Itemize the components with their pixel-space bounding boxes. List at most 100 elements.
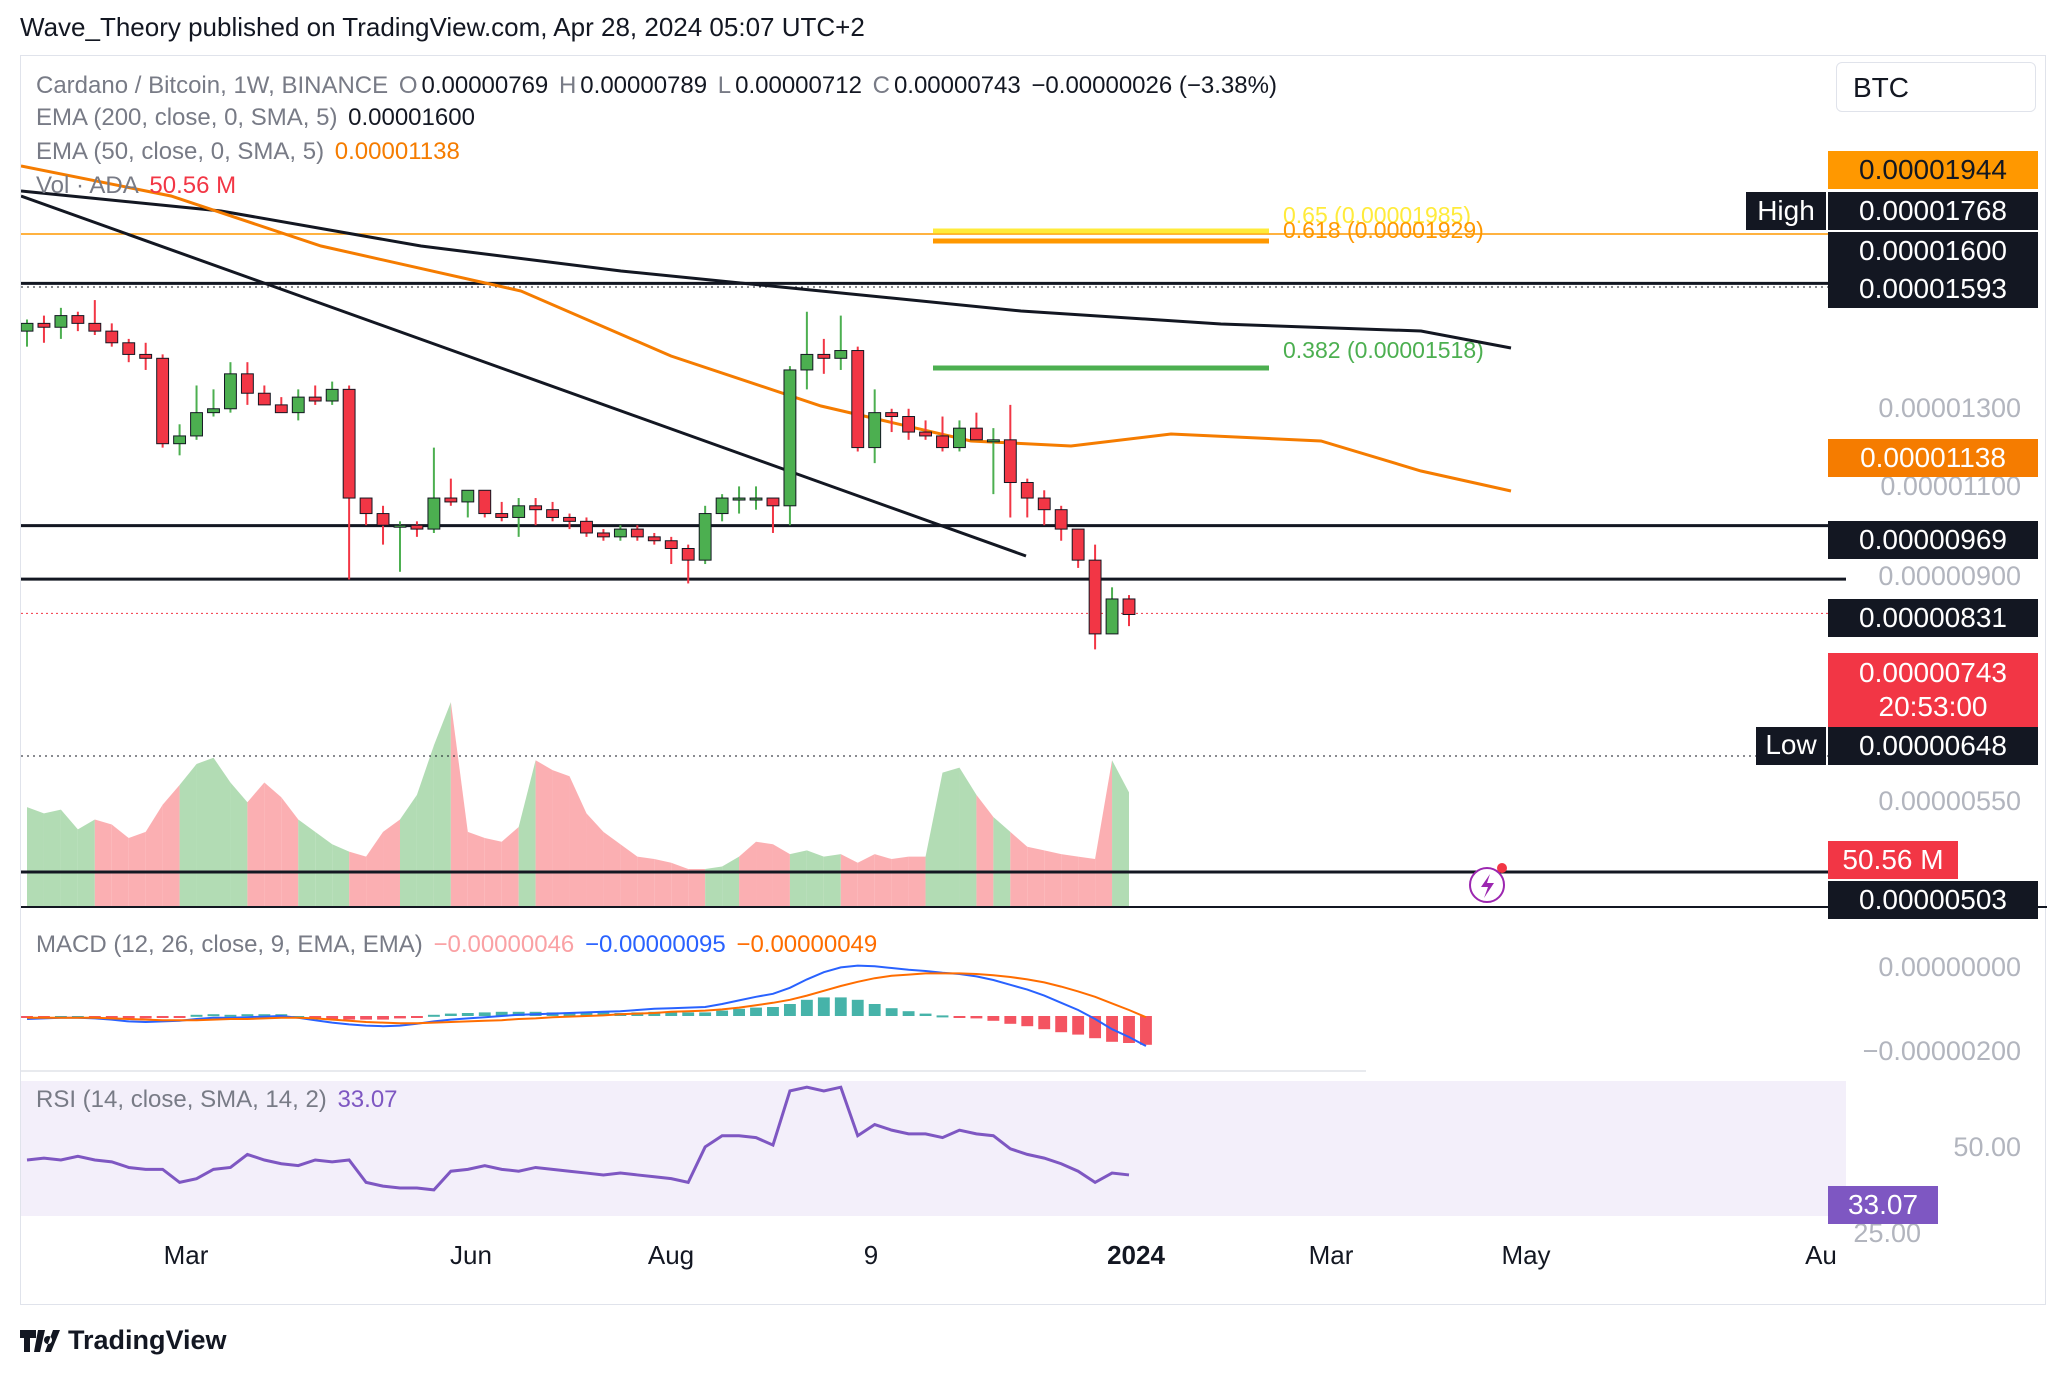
macd-hist-bar	[919, 1013, 932, 1016]
candle-body	[783, 369, 797, 507]
candle-body	[139, 353, 153, 359]
rsi-tag-bg	[1828, 1186, 1938, 1224]
macd-hist-value: −0.00000046	[433, 931, 575, 958]
volume-area-segment	[535, 760, 553, 906]
macd-hist-bar	[1004, 1016, 1017, 1024]
level-1593-price-tag-bg	[1828, 270, 2038, 308]
candle-body	[969, 427, 983, 441]
candle-body	[1037, 497, 1051, 511]
volume-area-segment	[1078, 856, 1096, 906]
ema200-value: 0.00001600	[348, 104, 475, 131]
fib-65-label: 0.65 (0.00001985)	[1283, 202, 1471, 228]
volume-area-segment	[27, 807, 44, 906]
macd-hist-bar	[563, 1012, 576, 1016]
macd-signal-value: −0.00000049	[736, 931, 878, 958]
legend-change: −0.00000026 (−3.38%)	[1031, 72, 1277, 99]
legend-close: 0.00000743	[893, 72, 1021, 99]
candle-body	[54, 315, 68, 328]
candle-body	[359, 497, 373, 515]
volume-area-segment	[789, 850, 807, 906]
chart-svg[interactable]: 0.65 (0.00001985)0.618 (0.00001929) 0.382…	[21, 56, 2047, 1306]
legend-h-label: H	[558, 72, 577, 99]
chart-frame[interactable]: 0.65 (0.00001985) 0.618 (0.00001929) 0.382…	[20, 55, 2047, 1306]
macd-hist-bar	[156, 1016, 169, 1018]
legend-high: 0.00000789	[580, 72, 708, 99]
volume-area-segment	[756, 841, 773, 906]
volume-area-segment	[891, 856, 909, 906]
macd-label: MACD (12, 26, close, 9, EMA, EMA)	[36, 931, 423, 958]
legend-l-label: L	[717, 72, 732, 99]
legend-ohlc: Cardano / Bitcoin, 1W, BINANCE O 0.000007…	[36, 72, 1281, 100]
volume-area-segment	[213, 757, 231, 906]
currency-selector[interactable]: BTC	[1836, 62, 2036, 112]
volume-area-segment	[654, 859, 672, 906]
candle-body	[800, 353, 814, 371]
candle-body	[749, 497, 763, 501]
candle-body	[580, 520, 593, 534]
candle-body	[885, 412, 899, 418]
volume-area-segment	[264, 782, 282, 906]
lightning-icon	[1481, 874, 1494, 898]
candle-body	[834, 350, 848, 359]
candle-body	[1122, 598, 1136, 615]
macd-hist-bar	[343, 1016, 356, 1020]
legend-c-label: C	[872, 72, 890, 99]
fib-618-label: 0.618 (0.00001929)	[1283, 217, 1484, 243]
volume-tag-bg	[1828, 841, 1958, 879]
volume-area-segment	[722, 856, 740, 906]
legend-volume: Vol · ADA 50.56 M	[36, 172, 240, 200]
rsi-value: 33.07	[337, 1086, 398, 1113]
macd-hist-bar	[1140, 1016, 1152, 1045]
candle-body	[88, 322, 102, 332]
volume-area-segment	[806, 850, 824, 906]
macd-hist-bar	[851, 999, 864, 1016]
macd-hist-bar	[105, 1016, 118, 1018]
candle-body	[37, 322, 51, 328]
macd-hist-bar	[411, 1016, 423, 1018]
volume-area-segment	[94, 819, 112, 906]
candle-body	[1054, 509, 1068, 530]
macd-hist-bar	[1021, 1016, 1034, 1027]
candle-body	[986, 439, 1000, 443]
candle-body	[529, 505, 543, 511]
macd-hist-bar	[326, 1016, 339, 1019]
volume-area-segment	[671, 862, 689, 906]
candle-body	[1020, 482, 1034, 499]
fib-618-price-tag: 0.00001944	[1859, 154, 2007, 185]
candle-body	[715, 497, 729, 515]
legend-ema50: EMA (50, close, 0, SMA, 5) 0.00001138	[36, 138, 464, 166]
macd-hist-bar	[377, 1016, 389, 1020]
volume-area-segment	[128, 831, 146, 906]
volume-area-segment	[298, 819, 316, 906]
macd-hist-bar	[427, 1014, 440, 1017]
candle-body	[224, 373, 237, 410]
volume-area-segment	[772, 844, 790, 906]
candle-body	[190, 412, 203, 437]
macd-hist-bar	[1089, 1016, 1102, 1039]
ema200-price-tag-bg	[1828, 232, 2038, 270]
volume-area-segment	[739, 841, 757, 906]
macd-hist-bar	[885, 1008, 898, 1016]
candle-body	[919, 431, 932, 437]
candle-body	[1071, 528, 1085, 561]
candle-body	[1003, 439, 1017, 484]
macd-hist-bar	[478, 1012, 491, 1016]
candle-body	[495, 513, 509, 518]
rsi-label: RSI (14, close, SMA, 14, 2)	[36, 1086, 327, 1113]
macd-hist-bar	[207, 1014, 220, 1017]
countdown-tag: 20:53:00	[1879, 691, 1988, 722]
vol-value: 50.56 M	[149, 172, 237, 199]
candle-body	[257, 392, 271, 406]
candle-body	[240, 373, 254, 394]
macd-hist-bar	[953, 1016, 966, 1018]
candle-body	[1105, 598, 1119, 635]
volume-area-segment	[959, 767, 977, 906]
volume-area-segment	[332, 844, 350, 906]
macd-hist-bar	[122, 1016, 135, 1019]
macd-hist-bar	[173, 1016, 186, 1018]
macd-hist-bar	[817, 997, 830, 1016]
volume-area-segment	[874, 854, 892, 906]
high-label: High	[1757, 195, 1815, 226]
macd-hist-bar	[834, 997, 847, 1016]
candle-body	[105, 330, 119, 344]
